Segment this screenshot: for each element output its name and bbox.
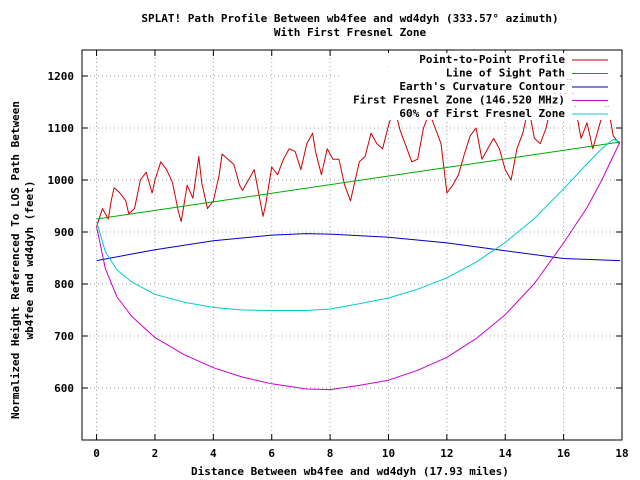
x-tick-label: 2 [152, 447, 159, 460]
y-tick-label: 600 [54, 382, 74, 395]
legend-background [340, 93, 620, 107]
y-tick-label: 1200 [48, 70, 75, 83]
legend-label-60-of-first-fresnel-zone: 60% of First Fresnel Zone [399, 107, 565, 120]
x-tick-label: 12 [440, 447, 453, 460]
legend-background [340, 66, 620, 80]
x-tick-label: 14 [499, 447, 513, 460]
y-axis-label-line1: Normalized Height Referenced To LOS Path… [9, 101, 22, 419]
legend-label-point-to-point-profile: Point-to-Point Profile [419, 53, 565, 66]
legend-label-earth-s-curvature-contour: Earth's Curvature Contour [399, 80, 565, 93]
legend-background [340, 53, 620, 66]
series-line-line-of-sight-path [96, 141, 621, 220]
y-tick-label: 1000 [48, 174, 75, 187]
chart-title-line2: With First Fresnel Zone [274, 26, 427, 39]
plot-frame [81, 49, 623, 441]
x-axis-label: Distance Between wb4fee and wd4dyh (17.9… [191, 465, 509, 478]
x-tick-label: 8 [327, 447, 334, 460]
y-axis-label-line2: wb4fee and wd4dyh (feet) [23, 181, 36, 340]
series-line-first-fresnel-zone-146-520-mhz [96, 141, 621, 391]
x-tick-label: 0 [93, 447, 100, 460]
series-line-60-of-first-fresnel-zone [96, 138, 621, 311]
chart-title-line1: SPLAT! Path Profile Between wb4fee and w… [141, 12, 558, 25]
legend-background [340, 80, 620, 93]
x-tick-label: 6 [268, 447, 275, 460]
y-tick-label: 1100 [48, 122, 75, 135]
x-tick-label: 10 [382, 447, 395, 460]
y-tick-label: 900 [54, 226, 74, 239]
legend-label-line-of-sight-path: Line of Sight Path [446, 67, 565, 80]
y-tick-label: 800 [54, 278, 74, 291]
legend-background [340, 107, 620, 120]
x-tick-label: 4 [210, 447, 217, 460]
series-line-earth-s-curvature-contour [96, 233, 621, 262]
axis-ticks: 0 2 4 6 8 10 12 14 16 18 600 700 800 900 1000 1100 1200 [48, 50, 629, 460]
y-tick-label: 700 [54, 330, 74, 343]
x-tick-label: 18 [615, 447, 628, 460]
legend-label-first-fresnel-zone-146-520-mhz: First Fresnel Zone (146.520 MHz) [353, 94, 565, 107]
x-tick-label: 16 [557, 447, 571, 460]
